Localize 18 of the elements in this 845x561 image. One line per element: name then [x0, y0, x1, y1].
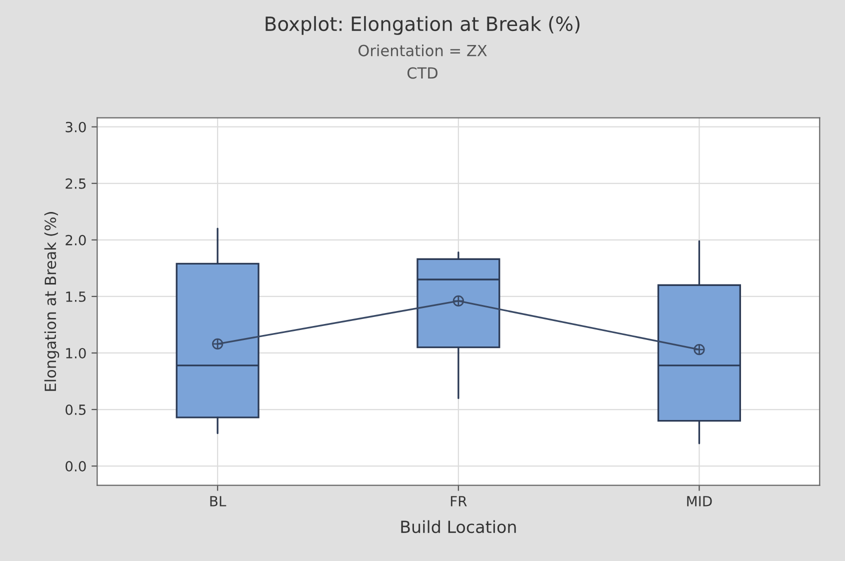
y-tick-label: 1.5 [66, 292, 86, 302]
point [452, 295, 464, 307]
x-tick-label: BL [210, 496, 226, 506]
x-axis-title: Build Location [401, 520, 516, 534]
x-tick-label: MID [687, 496, 712, 506]
y-axis-title: Elongation at Break (%) [44, 212, 60, 391]
y-tick-label: 0.0 [66, 461, 86, 472]
point [212, 338, 224, 350]
chart-subtitle: Orientation = ZX [358, 44, 487, 56]
text: CTD [407, 67, 438, 79]
x-tick-label: FR [450, 496, 467, 506]
y-tick-label: 2.5 [66, 178, 86, 189]
y-tick-label: 3.0 [66, 122, 86, 132]
chart-title: Boxplot: Elongation at Break (%) [266, 16, 580, 35]
y-tick-label: 0.5 [66, 404, 86, 415]
point [694, 344, 705, 356]
y-tick-label: 2.0 [66, 234, 86, 246]
y-tick-label: 1.0 [66, 348, 86, 358]
